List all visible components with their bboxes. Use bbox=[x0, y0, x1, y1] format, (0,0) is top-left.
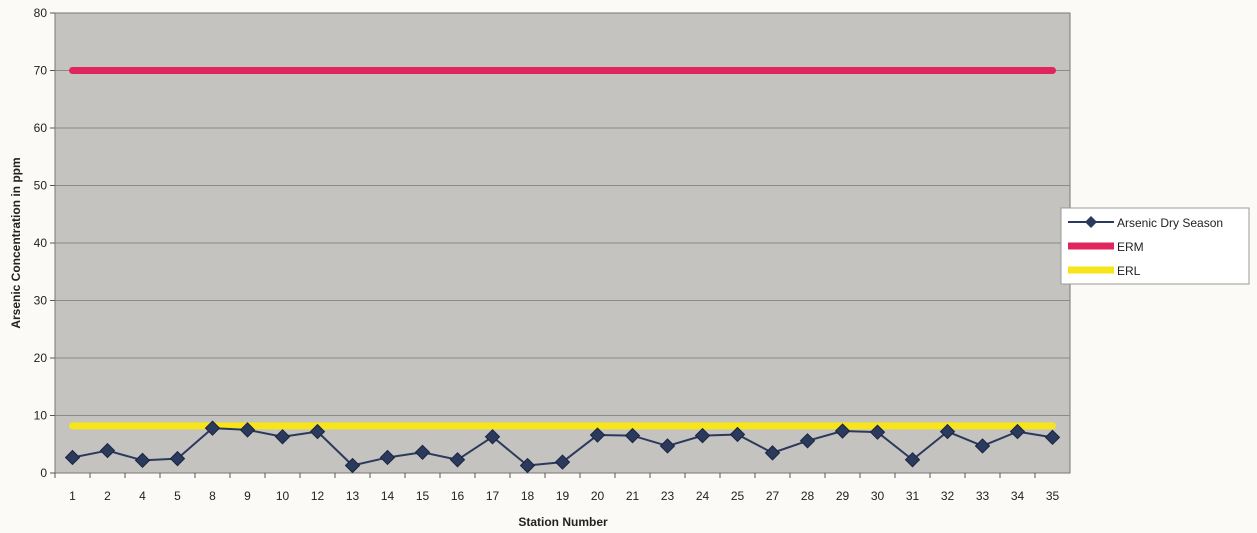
data-point bbox=[974, 438, 991, 454]
data-point bbox=[99, 442, 116, 459]
legend-item-arsenic: Arsenic Dry Season bbox=[1068, 216, 1223, 230]
y-axis-title: Arsenic Concentration in ppm bbox=[9, 157, 23, 328]
x-tick-label: 9 bbox=[244, 489, 251, 503]
data-point bbox=[484, 429, 501, 445]
data-point bbox=[799, 433, 816, 449]
data-point bbox=[764, 445, 781, 461]
y-tick-label: 60 bbox=[34, 121, 48, 135]
data-point bbox=[134, 452, 151, 469]
data-point bbox=[694, 427, 711, 444]
data-point bbox=[904, 452, 921, 468]
legend-label-arsenic: Arsenic Dry Season bbox=[1117, 216, 1223, 230]
data-point bbox=[519, 457, 536, 474]
legend-marker-diamond-icon bbox=[1085, 216, 1097, 228]
x-tick-label: 18 bbox=[521, 489, 535, 503]
data-point bbox=[274, 429, 291, 445]
legend-label-erm: ERM bbox=[1117, 240, 1144, 254]
x-tick-label: 35 bbox=[1046, 489, 1060, 503]
y-tick-label: 30 bbox=[34, 294, 48, 308]
y-tick-label: 10 bbox=[34, 409, 48, 423]
y-tick-label: 50 bbox=[34, 179, 48, 193]
x-tick-label: 8 bbox=[209, 489, 216, 503]
x-tick-label: 17 bbox=[486, 489, 500, 503]
x-tick-label: 28 bbox=[801, 489, 815, 503]
y-tick-label: 80 bbox=[34, 6, 48, 20]
data-point bbox=[414, 444, 431, 461]
data-point bbox=[239, 422, 256, 438]
data-point bbox=[589, 427, 606, 443]
x-tick-label: 21 bbox=[626, 489, 640, 503]
x-tick-label: 14 bbox=[381, 489, 395, 503]
legend: Arsenic Dry Season ERM ERL bbox=[1060, 207, 1250, 285]
y-axis-ticks: 0 10 20 30 40 50 60 70 80 bbox=[34, 6, 55, 480]
legend-item-erm: ERM bbox=[1068, 240, 1144, 254]
x-axis-ticks: 1 2 4 5 8 9 10 12 13 14 15 16 17 18 19 20 21 23 24 25 27 28 29… bbox=[54, 473, 1060, 503]
x-tick-label: 24 bbox=[696, 489, 710, 503]
data-point bbox=[309, 423, 326, 440]
x-tick-label: 31 bbox=[906, 489, 920, 503]
legend-label-erl: ERL bbox=[1117, 264, 1141, 278]
x-axis-title: Station Number bbox=[518, 515, 608, 529]
data-point bbox=[449, 452, 466, 468]
x-tick-label: 33 bbox=[976, 489, 990, 503]
data-point bbox=[169, 450, 186, 467]
y-tick-label: 40 bbox=[34, 236, 48, 250]
x-tick-label: 27 bbox=[766, 489, 780, 503]
x-tick-label: 20 bbox=[591, 489, 605, 503]
data-point bbox=[659, 438, 676, 454]
data-point bbox=[379, 449, 396, 466]
x-tick-label: 34 bbox=[1011, 489, 1025, 503]
x-tick-label: 23 bbox=[661, 489, 675, 503]
y-tick-label: 0 bbox=[40, 466, 47, 480]
data-point bbox=[344, 457, 361, 474]
x-tick-label: 15 bbox=[416, 489, 430, 503]
x-tick-label: 19 bbox=[556, 489, 570, 503]
data-point bbox=[204, 420, 221, 436]
x-tick-label: 13 bbox=[346, 489, 360, 503]
data-point bbox=[1044, 429, 1061, 446]
x-tick-label: 29 bbox=[836, 489, 850, 503]
legend-item-erl: ERL bbox=[1068, 264, 1141, 278]
y-tick-label: 70 bbox=[34, 64, 48, 78]
data-point bbox=[834, 423, 851, 439]
x-tick-label: 1 bbox=[69, 489, 76, 503]
x-tick-label: 4 bbox=[139, 489, 146, 503]
data-point bbox=[64, 449, 81, 466]
data-point bbox=[729, 426, 746, 443]
data-point bbox=[624, 427, 641, 444]
x-tick-label: 10 bbox=[276, 489, 290, 503]
data-point bbox=[939, 423, 956, 440]
y-tick-label: 20 bbox=[34, 351, 48, 365]
x-tick-label: 30 bbox=[871, 489, 885, 503]
x-tick-label: 32 bbox=[941, 489, 955, 503]
x-tick-label: 5 bbox=[174, 489, 181, 503]
data-point bbox=[1009, 423, 1026, 440]
x-tick-label: 2 bbox=[104, 489, 111, 503]
data-point bbox=[554, 454, 571, 470]
x-tick-label: 16 bbox=[451, 489, 465, 503]
series-layer bbox=[64, 67, 1061, 474]
data-point bbox=[869, 424, 886, 440]
x-tick-label: 12 bbox=[311, 489, 325, 503]
x-tick-label: 25 bbox=[731, 489, 745, 503]
